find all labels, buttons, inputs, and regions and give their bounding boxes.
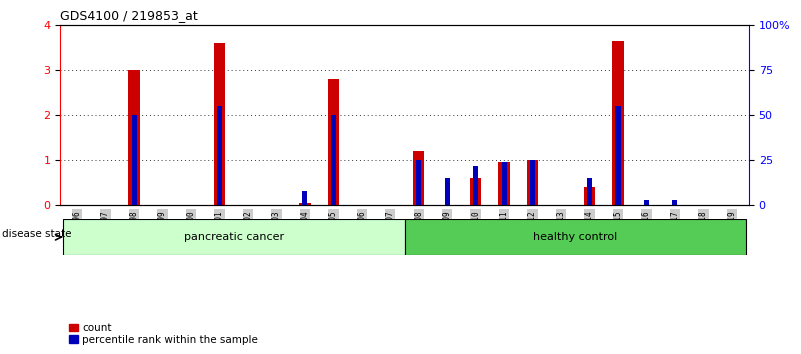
Bar: [214, 43, 225, 205]
Bar: [63, 219, 405, 255]
Text: GDS4100 / 219853_at: GDS4100 / 219853_at: [60, 9, 198, 22]
Text: pancreatic cancer: pancreatic cancer: [183, 232, 284, 242]
Bar: [128, 70, 140, 205]
Bar: [413, 151, 425, 205]
Bar: [417, 160, 421, 205]
Bar: [131, 115, 137, 205]
Bar: [498, 162, 509, 205]
Bar: [331, 115, 336, 205]
Bar: [473, 166, 478, 205]
Bar: [501, 162, 507, 205]
Bar: [672, 200, 678, 205]
Bar: [527, 160, 538, 205]
Bar: [217, 106, 222, 205]
Bar: [445, 178, 450, 205]
Bar: [587, 178, 592, 205]
Bar: [300, 203, 311, 205]
Bar: [584, 187, 595, 205]
Bar: [644, 200, 649, 205]
Bar: [302, 191, 308, 205]
Bar: [328, 79, 339, 205]
Legend: count, percentile rank within the sample: count, percentile rank within the sample: [66, 319, 262, 349]
Text: healthy control: healthy control: [533, 232, 618, 242]
Bar: [405, 219, 746, 255]
Bar: [612, 41, 624, 205]
Bar: [470, 178, 481, 205]
Text: disease state: disease state: [2, 229, 71, 239]
Bar: [530, 160, 535, 205]
Bar: [615, 106, 621, 205]
